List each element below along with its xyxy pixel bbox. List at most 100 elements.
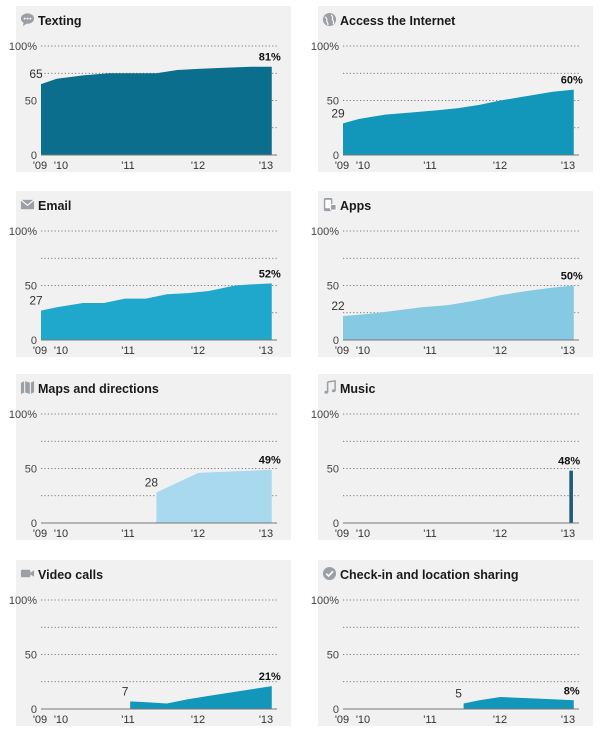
end-value-label: 49% [259, 455, 281, 467]
y-tick-label: 0 [333, 150, 339, 162]
x-tick-label: '10 [54, 714, 68, 726]
y-tick-label: 0 [333, 335, 339, 347]
x-tick-label: '12 [493, 714, 507, 726]
y-tick-label: 50 [327, 96, 339, 108]
x-tick-label: '10 [54, 345, 68, 357]
y-tick-label: 50 [25, 650, 37, 662]
x-tick-label: '09 [33, 345, 47, 357]
x-tick-label: '10 [356, 345, 370, 357]
y-tick-label: 50 [25, 281, 37, 293]
x-tick-label: '09 [335, 345, 349, 357]
series-bar [569, 470, 573, 523]
end-value-label: 48% [558, 456, 580, 468]
x-tick-label: '13 [259, 160, 273, 172]
y-tick-label: 100% [9, 595, 37, 607]
x-tick-label: '13 [561, 345, 575, 357]
series-area [130, 686, 272, 709]
panel-title: Email [38, 199, 72, 213]
x-tick-label: '13 [561, 528, 575, 540]
start-value-label: 7 [122, 684, 129, 698]
x-tick-label: '10 [356, 714, 370, 726]
panel-title: Music [340, 382, 376, 396]
x-tick-label: '09 [335, 714, 349, 726]
start-value-label: 22 [331, 299, 345, 313]
start-value-label: 29 [331, 106, 345, 120]
y-tick-label: 0 [31, 335, 37, 347]
y-tick-label: 50 [25, 464, 37, 476]
y-tick-label: 0 [31, 518, 37, 530]
x-tick-label: '12 [493, 528, 507, 540]
x-tick-label: '13 [561, 714, 575, 726]
series-area [41, 66, 272, 155]
panel-maps: Maps and directions 0 50 100% '09 '10 '11 '12 '… [9, 374, 291, 540]
x-tick-label: '11 [121, 528, 135, 540]
x-tick-label: '09 [335, 160, 349, 172]
x-tick-label: '12 [493, 345, 507, 357]
x-tick-label: '13 [561, 160, 575, 172]
chart-svg: 0 50 100% '09 '10 '11 '12 '13 65 81% [9, 41, 281, 172]
panel-title: Access the Internet [340, 14, 456, 28]
x-tick-label: '11 [121, 345, 135, 357]
x-tick-label: '12 [191, 714, 205, 726]
start-value-label: 5 [455, 687, 462, 701]
x-tick-label: '10 [54, 160, 68, 172]
y-tick-label: 0 [333, 518, 339, 530]
x-tick-label: '09 [33, 528, 47, 540]
y-tick-label: 0 [31, 150, 37, 162]
y-tick-label: 0 [31, 704, 37, 716]
panel-music: Music 0 50 100% '09 '10 '11 '12 '13 48% [311, 374, 593, 540]
y-tick-label: 50 [25, 96, 37, 108]
envelope-icon [20, 199, 35, 210]
y-tick-label: 100% [9, 409, 37, 421]
end-value-label: 8% [564, 685, 580, 697]
x-tick-label: '12 [191, 345, 205, 357]
y-tick-label: 100% [9, 41, 37, 53]
x-tick-label: '10 [356, 160, 370, 172]
panel-check-in: Check-in and location sharing 0 50 100% '09… [311, 560, 593, 726]
panel-title: Video calls [38, 568, 104, 582]
y-tick-label: 100% [311, 226, 339, 238]
chart-svg: 0 50 100% '09 '10 '11 '12 '13 22 50% [311, 226, 583, 357]
chart-svg: 0 50 100% '09 '10 '11 '12 '13 27 52% [9, 226, 281, 357]
x-tick-label: '11 [423, 528, 437, 540]
x-tick-label: '11 [423, 714, 437, 726]
start-value-label: 28 [145, 475, 159, 489]
series-area [41, 283, 272, 340]
panel-video-calls: Video calls 0 50 100% '09 '10 '11 '12 '13 7 21% [9, 560, 291, 726]
y-tick-label: 100% [311, 595, 339, 607]
x-tick-label: '13 [259, 714, 273, 726]
x-tick-label: '11 [423, 345, 437, 357]
end-value-label: 81% [259, 52, 281, 64]
end-value-label: 50% [561, 271, 583, 283]
chart-svg: 0 50 100% '09 '10 '11 '12 '13 7 21% [9, 595, 281, 726]
x-tick-label: '09 [335, 528, 349, 540]
series-area [343, 89, 574, 155]
chart-svg: 0 50 100% '09 '10 '11 '12 '13 29 60% [311, 41, 583, 172]
end-value-label: 21% [259, 671, 281, 683]
end-value-label: 60% [561, 75, 583, 87]
phone-apps-icon [323, 197, 337, 212]
x-tick-label: '11 [121, 160, 135, 172]
x-tick-label: '10 [356, 528, 370, 540]
music-note-icon [324, 380, 336, 394]
panel-title: Check-in and location sharing [340, 568, 519, 582]
series-area [156, 469, 272, 523]
x-tick-label: '13 [259, 528, 273, 540]
checkmark-icon [322, 566, 337, 581]
y-tick-label: 100% [9, 226, 37, 238]
y-tick-label: 0 [333, 704, 339, 716]
x-tick-label: '09 [33, 714, 47, 726]
panel-email: Email 0 50 100% '09 '10 '11 '12 '13 27 52% [9, 191, 291, 357]
x-tick-label: '13 [259, 345, 273, 357]
panel-texting: Texting 0 50 100% '09 '10 '11 '12 '13 65 81% [9, 6, 291, 172]
x-tick-label: '11 [121, 714, 135, 726]
x-tick-label: '09 [33, 160, 47, 172]
map-icon [20, 380, 35, 395]
panel-title: Apps [340, 199, 372, 213]
y-tick-label: 100% [311, 41, 339, 53]
series-area [343, 285, 574, 340]
globe-icon [322, 12, 337, 27]
chart-svg: 0 50 100% '09 '10 '11 '12 '13 28 49% [9, 409, 281, 540]
chart-svg: 0 50 100% '09 '10 '11 '12 '13 5 8% [311, 595, 580, 726]
